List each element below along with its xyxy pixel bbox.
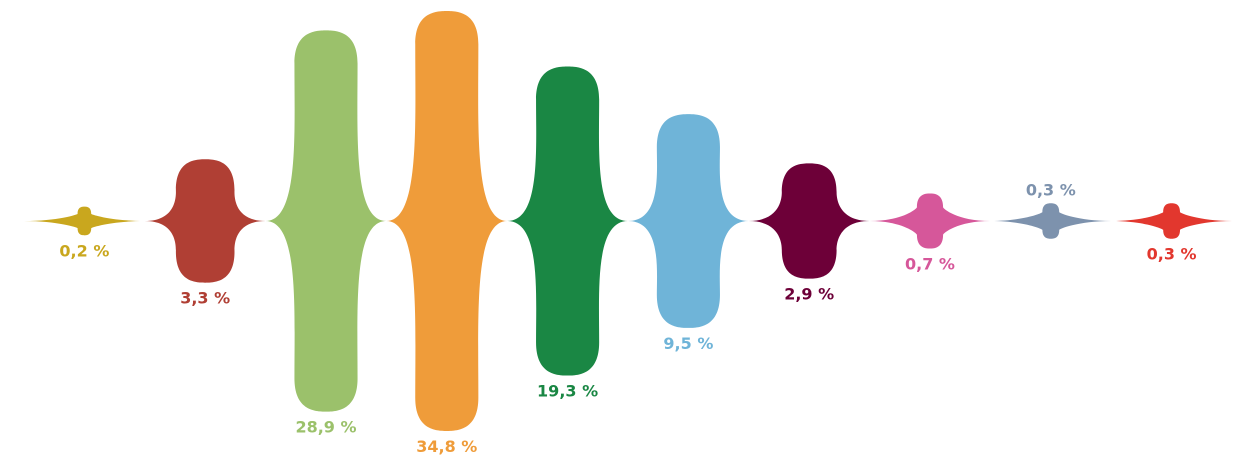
segment-label: 9,5 %: [663, 334, 713, 353]
segment-label: 19,3 %: [537, 382, 598, 401]
segment-shape: [144, 159, 266, 283]
segment-label: 2,9 %: [784, 285, 834, 304]
segment-shape: [24, 206, 145, 236]
segment-label: 0,7 %: [905, 255, 955, 274]
segment-label: 3,3 %: [180, 289, 230, 308]
segment-label: 0,3 %: [1147, 245, 1197, 264]
segment-label: 0,2 %: [59, 241, 109, 260]
segment-shape: [628, 114, 749, 328]
segment-shape: [386, 11, 508, 431]
segment-shape: [265, 30, 387, 412]
segment-shape: [869, 193, 991, 249]
segment-label: 0,3 %: [1026, 180, 1076, 199]
segment-shape: [990, 203, 1112, 239]
segment-label: 28,9 %: [295, 418, 356, 437]
segment-shape: [748, 163, 870, 279]
chart-labels: 0,2 % 3,3 % 28,9 % 34,8 % 19,3 % 9,5 % 2,9 % 0,…: [59, 180, 1196, 456]
segment-label: 34,8 %: [416, 437, 477, 456]
chart-shapes: [24, 11, 1232, 431]
segment-shape: [507, 66, 628, 376]
segment-shape: [1111, 203, 1232, 239]
